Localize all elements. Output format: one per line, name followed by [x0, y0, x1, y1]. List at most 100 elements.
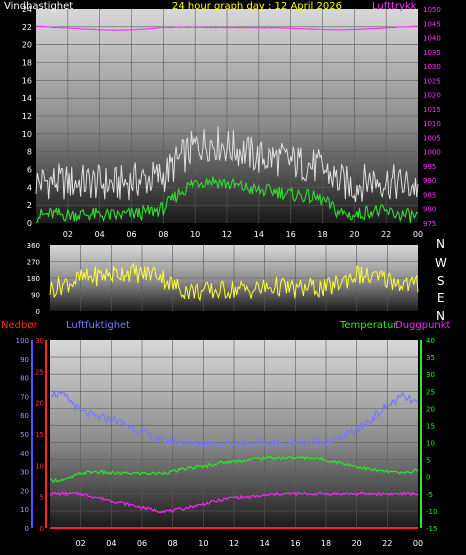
wind-x-tick-00: 00: [413, 230, 423, 239]
temperature-y-tick--10: -10: [426, 508, 437, 516]
wind-x-tick-10: 10: [190, 230, 200, 239]
wind-y-tick-12: 12: [22, 112, 32, 121]
climate-x-tick-12: 12: [229, 539, 239, 548]
pressure-y-tick-1015: 1015: [423, 106, 441, 114]
wind-x-tick-08: 08: [158, 230, 168, 239]
direction-y-tick-0: 0: [36, 308, 40, 316]
rain-y-tick-20: 20: [35, 400, 44, 408]
climate-x-tick-06: 06: [137, 539, 147, 548]
wind-y-tick-4: 4: [27, 183, 32, 192]
pressure-y-tick-1025: 1025: [423, 77, 441, 85]
temperature-y-tick-25: 25: [426, 388, 435, 396]
pressure-y-tick-1005: 1005: [423, 134, 441, 142]
series-wind-avg-line: [35, 176, 419, 224]
wind-y-tick-10: 10: [22, 130, 32, 139]
temperature-y-tick-35: 35: [426, 354, 435, 362]
pressure-y-tick-1040: 1040: [423, 35, 441, 43]
wind-y-tick-20: 20: [22, 41, 32, 50]
wind-x-tick-16: 16: [286, 230, 296, 239]
climate-x-tick-08: 08: [168, 539, 178, 548]
wind-y-tick-18: 18: [22, 59, 32, 68]
temperature-y-tick-20: 20: [426, 405, 435, 413]
pressure-y-tick-975: 975: [423, 220, 436, 228]
pressure-y-tick-990: 990: [423, 177, 436, 185]
wind-x-tick-04: 04: [95, 230, 105, 239]
series-wind-gust-line: [35, 126, 419, 202]
compass-letter-s: S: [437, 274, 445, 288]
wind-x-tick-02: 02: [63, 230, 73, 239]
pressure-y-tick-1045: 1045: [423, 20, 441, 28]
compass-letter-n-bottom: N: [436, 309, 445, 323]
climate-x-tick-20: 20: [352, 539, 362, 548]
pressure-y-tick-1030: 1030: [423, 63, 441, 71]
climate-x-tick-18: 18: [321, 539, 331, 548]
wind-y-tick-16: 16: [22, 76, 32, 85]
rain-y-tick-5: 5: [40, 494, 44, 502]
wind-y-tick-14: 14: [22, 94, 32, 103]
temperature-y-tick-15: 15: [426, 422, 435, 430]
wind-x-tick-12: 12: [222, 230, 232, 239]
pressure-axis-title: Lufttrykk: [372, 1, 417, 12]
humidity-y-tick-10: 10: [20, 506, 29, 514]
temperature-y-tick-30: 30: [426, 371, 435, 379]
chart-title: 24 hour graph day : 12 April 2026: [172, 1, 342, 12]
compass-letter-e: E: [437, 291, 445, 305]
humidity-y-tick-50: 50: [20, 431, 29, 439]
wind-y-tick-8: 8: [27, 148, 32, 157]
climate-x-tick-04: 04: [106, 539, 116, 548]
humidity-y-tick-40: 40: [20, 450, 29, 458]
compass-letter-n-top: N: [436, 237, 445, 251]
pressure-y-tick-1050: 1050: [423, 6, 441, 14]
climate-x-tick-16: 16: [290, 539, 300, 548]
wind-y-tick-6: 6: [27, 166, 32, 175]
rain-axis-title: Nedbør: [1, 320, 38, 331]
pressure-y-tick-995: 995: [423, 163, 436, 171]
climate-x-tick-14: 14: [260, 539, 270, 548]
rain-y-tick-0: 0: [40, 525, 44, 533]
series-humidity-line: [49, 388, 419, 450]
dewpoint-axis-title: Duggpunkt: [395, 320, 451, 331]
series-pressure-line: [35, 25, 419, 31]
pressure-y-tick-1000: 1000: [423, 149, 441, 157]
humidity-axis-title: Luftfuktighet: [66, 320, 131, 331]
wind-x-tick-18: 18: [317, 230, 327, 239]
direction-y-tick-180: 180: [27, 275, 40, 283]
rain-y-tick-15: 15: [35, 431, 44, 439]
humidity-y-tick-20: 20: [20, 487, 29, 495]
rain-y-tick-10: 10: [35, 462, 44, 470]
pressure-y-tick-1010: 1010: [423, 120, 441, 128]
pressure-y-tick-985: 985: [423, 191, 436, 199]
wind-y-tick-24: 24: [22, 5, 32, 14]
climate-x-tick-10: 10: [198, 539, 208, 548]
humidity-y-tick-100: 100: [16, 337, 29, 345]
climate-x-tick-02: 02: [76, 539, 86, 548]
wind-y-tick-0: 0: [27, 219, 32, 228]
rain-y-tick-30: 30: [35, 337, 44, 345]
temperature-y-tick-5: 5: [426, 457, 430, 465]
pressure-y-tick-980: 980: [423, 206, 436, 214]
compass-letter-w: W: [435, 256, 447, 270]
series-temperature-line: [49, 455, 419, 483]
wind-y-tick-2: 2: [27, 201, 32, 210]
pressure-y-tick-1035: 1035: [423, 49, 441, 57]
humidity-y-tick-30: 30: [20, 469, 29, 477]
wind-x-tick-14: 14: [254, 230, 264, 239]
wind-x-tick-22: 22: [381, 230, 391, 239]
wind-y-tick-22: 22: [22, 23, 32, 32]
humidity-y-tick-70: 70: [20, 393, 29, 401]
wind-x-tick-06: 06: [126, 230, 136, 239]
wind-x-tick-20: 20: [349, 230, 359, 239]
direction-y-tick-90: 90: [31, 292, 40, 300]
series-dewpoint-line: [50, 491, 419, 514]
humidity-y-tick-0: 0: [25, 525, 29, 533]
climate-x-tick-00: 00: [413, 539, 423, 548]
direction-y-tick-360: 360: [27, 242, 40, 250]
climate-x-tick-22: 22: [382, 539, 392, 548]
humidity-y-tick-90: 90: [20, 356, 29, 364]
wind-speed-axis-title: Vindhastighet: [4, 1, 74, 12]
pressure-y-tick-1020: 1020: [423, 92, 441, 100]
temperature-y-tick-40: 40: [426, 337, 435, 345]
temperature-y-tick--5: -5: [426, 491, 433, 499]
humidity-y-tick-60: 60: [20, 412, 29, 420]
